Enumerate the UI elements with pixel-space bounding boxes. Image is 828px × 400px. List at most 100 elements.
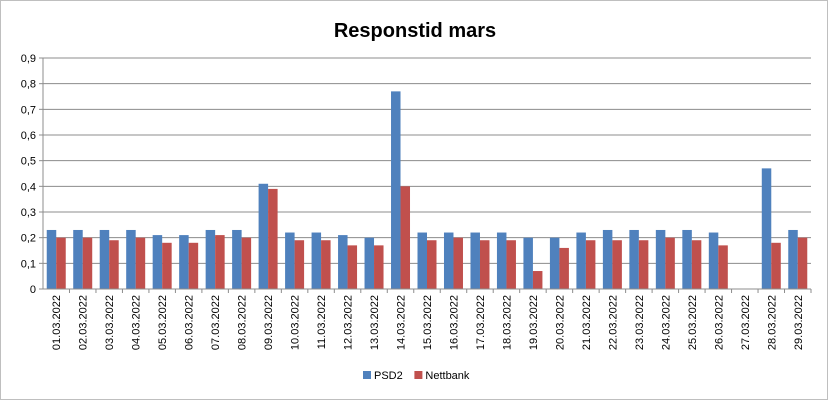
bar-psd2 <box>99 229 110 289</box>
bar-nettbank <box>374 245 384 289</box>
x-tick-label: 12.03.2022 <box>343 295 355 350</box>
x-tick-label: 10.03.2022 <box>290 295 302 350</box>
bar-psd2 <box>73 229 83 289</box>
bar-psd2 <box>179 235 189 289</box>
bar-nettbank <box>638 240 649 289</box>
bar-psd2 <box>46 229 57 289</box>
y-tick-label: 0,6 <box>21 130 36 142</box>
legend-label-nettbank: Nettbank <box>425 370 470 382</box>
y-tick-label: 0 <box>30 284 36 296</box>
bar-psd2 <box>523 237 533 289</box>
x-tick-label: 05.03.2022 <box>157 295 169 350</box>
bar-psd2 <box>708 232 719 289</box>
bar-nettbank <box>797 237 808 289</box>
bar-psd2 <box>311 232 322 289</box>
bar-psd2 <box>761 168 772 289</box>
bar-psd2 <box>576 232 586 289</box>
y-tick-label: 0,1 <box>21 258 36 270</box>
x-tick-label: 25.03.2022 <box>687 295 699 350</box>
x-tick-label: 22.03.2022 <box>607 295 619 350</box>
y-axis-ticks: 0 0,1 0,2 0,3 0,4 0,5 0,6 0,7 0,8 0,9 <box>21 53 36 296</box>
bar-nettbank <box>559 247 569 289</box>
x-tick-label: 16.03.2022 <box>448 295 460 350</box>
y-tick-label: 0,4 <box>21 181 36 193</box>
bar-psd2 <box>258 183 269 289</box>
bar-psd2 <box>629 229 639 289</box>
x-tick-label: 11.03.2022 <box>316 295 328 349</box>
bar-psd2 <box>205 229 216 289</box>
bar-nettbank <box>453 237 463 289</box>
bar-psd2 <box>682 229 692 289</box>
x-tick-label: 19.03.2022 <box>528 295 540 350</box>
bar-nettbank <box>427 240 437 289</box>
x-axis-ticks: 01.03.2022 02.03.2022 03.03.2022 04.03.2022… <box>51 295 805 350</box>
x-tick-label: 14.03.2022 <box>396 295 408 350</box>
bar-nettbank <box>215 235 225 289</box>
bar-nettbank <box>585 240 596 289</box>
bar-nettbank <box>268 188 278 289</box>
bar-psd2 <box>417 232 427 289</box>
bar-psd2 <box>788 229 798 289</box>
bar-nettbank <box>82 237 93 289</box>
bar-nettbank <box>109 240 119 289</box>
bar-nettbank <box>612 240 622 289</box>
x-tick-label: 06.03.2022 <box>184 295 196 350</box>
bar-nettbank <box>321 240 331 289</box>
y-tick-label: 0,7 <box>21 104 36 116</box>
bar-psd2 <box>470 232 480 289</box>
x-tick-label: 23.03.2022 <box>634 295 646 350</box>
legend-swatch-nettbank <box>414 371 423 379</box>
x-tick-label: 17.03.2022 <box>475 295 487 350</box>
bar-nettbank <box>56 237 66 289</box>
x-tick-label: 07.03.2022 <box>210 295 222 350</box>
bar-psd2 <box>549 237 560 289</box>
bar-nettbank <box>347 245 358 289</box>
bar-psd2 <box>496 232 507 289</box>
bar-psd2 <box>285 232 295 289</box>
x-tick-label: 29.03.2022 <box>793 295 805 350</box>
axes <box>42 58 812 293</box>
bar-psd2 <box>443 232 454 289</box>
x-tick-label: 13.03.2022 <box>369 295 381 350</box>
bar-psd2 <box>338 235 348 289</box>
bar-psd2 <box>655 229 666 289</box>
bars <box>46 91 808 290</box>
bar-nettbank <box>188 242 199 289</box>
x-tick-label: 28.03.2022 <box>766 295 778 350</box>
y-tick-label: 0,9 <box>21 53 36 65</box>
bar-psd2 <box>602 229 613 289</box>
bar-psd2 <box>152 235 163 289</box>
x-tick-label: 20.03.2022 <box>554 295 566 350</box>
x-tick-label: 15.03.2022 <box>422 295 434 350</box>
x-tick-label: 24.03.2022 <box>660 295 672 350</box>
bar-nettbank <box>479 240 490 289</box>
bar-nettbank <box>718 245 728 289</box>
bar-nettbank <box>135 237 146 289</box>
x-tick-label: 27.03.2022 <box>740 295 752 350</box>
bar-psd2 <box>126 229 136 289</box>
bar-nettbank <box>162 242 172 289</box>
bar-nettbank <box>294 240 305 289</box>
x-tick-label: 26.03.2022 <box>713 295 725 350</box>
x-tick-label: 09.03.2022 <box>263 295 275 350</box>
bar-nettbank <box>665 237 675 289</box>
bar-nettbank <box>691 240 702 289</box>
legend: PSD2 Nettbank <box>363 370 470 382</box>
x-tick-label: 02.03.2022 <box>78 295 90 350</box>
y-tick-label: 0,5 <box>21 156 36 168</box>
bar-nettbank <box>532 271 543 289</box>
y-tick-label: 0,3 <box>21 207 36 219</box>
legend-swatch-psd2 <box>363 371 371 379</box>
bar-nettbank <box>241 237 252 289</box>
x-tick-label: 21.03.2022 <box>581 295 593 350</box>
bar-nettbank <box>771 242 781 289</box>
x-tick-label: 18.03.2022 <box>501 295 513 350</box>
x-tick-label: 08.03.2022 <box>237 295 249 350</box>
x-tick-label: 01.03.2022 <box>51 295 63 350</box>
legend-label-psd2: PSD2 <box>374 370 403 382</box>
y-tick-label: 0,8 <box>21 79 36 91</box>
y-tick-label: 0,2 <box>21 233 36 245</box>
bar-psd2 <box>391 91 401 290</box>
